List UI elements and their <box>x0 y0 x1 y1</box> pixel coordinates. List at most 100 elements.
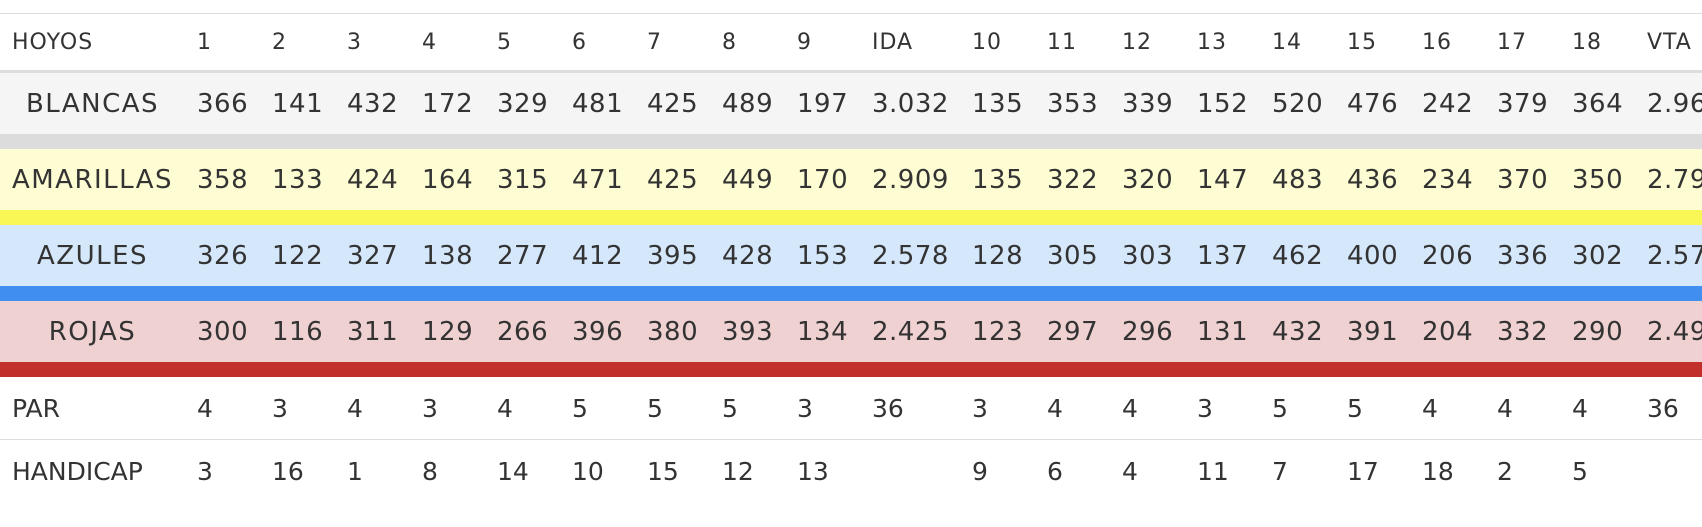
distance-cell: 135 <box>972 88 1024 119</box>
distance-cell: 471 <box>572 164 624 195</box>
distance-cell: 425 <box>647 88 699 119</box>
info-cell: 11 <box>1185 439 1260 502</box>
distance-cell: 483 <box>1272 164 1324 195</box>
distance-cell: 204 <box>1422 316 1474 347</box>
distance-cell: 353 <box>1047 88 1099 119</box>
info-cell: 4 <box>1122 393 1138 423</box>
tee-name: ROJAS <box>48 316 137 347</box>
info-cell: 36 <box>1647 393 1679 423</box>
info-row: PAR 4 3 4 3 4 5 5 5 3 36 3 4 4 3 5 5 4 4 4 36 <box>0 377 1702 440</box>
info-cell: 2 <box>1485 439 1560 502</box>
distance-cell: 303 <box>1122 240 1174 271</box>
header-cell: 2 <box>260 13 335 73</box>
distance-cell: 396 <box>572 316 624 347</box>
distance-cell: 305 <box>1047 240 1099 271</box>
distance-cell: 2.578 <box>872 240 949 271</box>
distance-cell: 206 <box>1422 240 1474 271</box>
distance-cell: 2.49 <box>1647 316 1702 347</box>
header-cell: 5 <box>485 13 560 73</box>
header-cell: 16 <box>1410 13 1485 73</box>
info-cell: 4 <box>1110 439 1185 502</box>
distance-cell: 326 <box>197 240 249 271</box>
distance-cell: 122 <box>272 240 324 271</box>
info-cell: 4 <box>497 393 513 423</box>
distance-cell: 315 <box>497 164 549 195</box>
header-row: HOYOS 1 2 3 4 5 6 7 8 9 IDA 10 11 12 13 14 15 16 17 18 VTA <box>0 13 1702 73</box>
distance-cell: 366 <box>197 88 249 119</box>
distance-cell: 266 <box>497 316 549 347</box>
distance-cell: 297 <box>1047 316 1099 347</box>
distance-cell: 153 <box>797 240 849 271</box>
header-cell: 12 <box>1110 13 1185 73</box>
distance-cell: 129 <box>422 316 474 347</box>
distance-cell: 234 <box>1422 164 1474 195</box>
info-cell: 3 <box>797 393 813 423</box>
distance-cell: 379 <box>1497 88 1549 119</box>
distance-cell: 520 <box>1272 88 1324 119</box>
distance-cell: 197 <box>797 88 849 119</box>
distance-cell: 339 <box>1122 88 1174 119</box>
distance-cell: 449 <box>722 164 774 195</box>
distance-cell: 370 <box>1497 164 1549 195</box>
info-cell: 14 <box>485 439 560 502</box>
info-cell: 13 <box>785 439 860 502</box>
tee-row: BLANCAS 366 141 432 172 329 481 425 489 197 3.032 1… <box>0 71 1702 134</box>
distance-cell: 332 <box>1497 316 1549 347</box>
distance-cell: 311 <box>347 316 399 347</box>
distance-cell: 424 <box>347 164 399 195</box>
header-cell: 14 <box>1260 13 1335 73</box>
distance-cell: 3.032 <box>872 88 949 119</box>
band-cell <box>0 362 1702 377</box>
distance-cell: 432 <box>347 88 399 119</box>
distance-cell: 395 <box>647 240 699 271</box>
info-cell: 3 <box>1197 393 1213 423</box>
tee-color-band <box>0 362 1702 377</box>
distance-cell: 393 <box>722 316 774 347</box>
distance-cell: 436 <box>1347 164 1399 195</box>
distance-cell: 137 <box>1197 240 1249 271</box>
header-cell: IDA <box>860 13 960 73</box>
distance-cell: 2.96 <box>1647 88 1702 119</box>
info-cell: 4 <box>197 393 213 423</box>
header-cell: VTA <box>1635 13 1702 73</box>
distance-cell: 336 <box>1497 240 1549 271</box>
header-cell: 1 <box>185 13 260 73</box>
info-cell: 7 <box>1260 439 1335 502</box>
header-cell: 7 <box>635 13 710 73</box>
header-cell: 13 <box>1185 13 1260 73</box>
distance-cell: 350 <box>1572 164 1624 195</box>
tee-row: AZULES 326 122 327 138 277 412 395 428 153 2.578 12… <box>0 225 1702 286</box>
distance-cell: 481 <box>572 88 624 119</box>
info-cell: 6 <box>1035 439 1110 502</box>
info-cell: 4 <box>347 393 363 423</box>
info-cell: 18 <box>1410 439 1485 502</box>
distance-cell: 2.909 <box>872 164 949 195</box>
info-cell: 4 <box>1047 393 1063 423</box>
header-cell: 10 <box>960 13 1035 73</box>
distance-cell: 425 <box>647 164 699 195</box>
info-cell: 10 <box>560 439 635 502</box>
distance-cell: 141 <box>272 88 324 119</box>
distance-cell: 172 <box>422 88 474 119</box>
info-cell: 8 <box>410 439 485 502</box>
distance-cell: 391 <box>1347 316 1399 347</box>
distance-cell: 320 <box>1122 164 1174 195</box>
info-cell: 5 <box>722 393 738 423</box>
info-cell: 4 <box>1497 393 1513 423</box>
distance-cell: 489 <box>722 88 774 119</box>
distance-cell: 428 <box>722 240 774 271</box>
tee-name: AMARILLAS <box>11 164 174 195</box>
band-cell <box>0 286 1702 301</box>
info-cell: 5 <box>647 393 663 423</box>
page: HOYOS 1 2 3 4 5 6 7 8 9 IDA 10 11 12 13 14 15 16 17 18 VTA BL… <box>0 13 1702 527</box>
tee-name: BLANCAS <box>25 88 160 119</box>
info-cell <box>1635 439 1702 502</box>
row-label: PAR <box>12 393 60 423</box>
tee-name: AZULES <box>36 240 149 271</box>
table-body: HOYOS 1 2 3 4 5 6 7 8 9 IDA 10 11 12 13 14 15 16 17 18 VTA BL… <box>0 13 1702 502</box>
distance-cell: 329 <box>497 88 549 119</box>
distance-cell: 116 <box>272 316 324 347</box>
row-label: HANDICAP <box>0 439 185 502</box>
info-cell: 9 <box>960 439 1035 502</box>
info-cell: 3 <box>422 393 438 423</box>
